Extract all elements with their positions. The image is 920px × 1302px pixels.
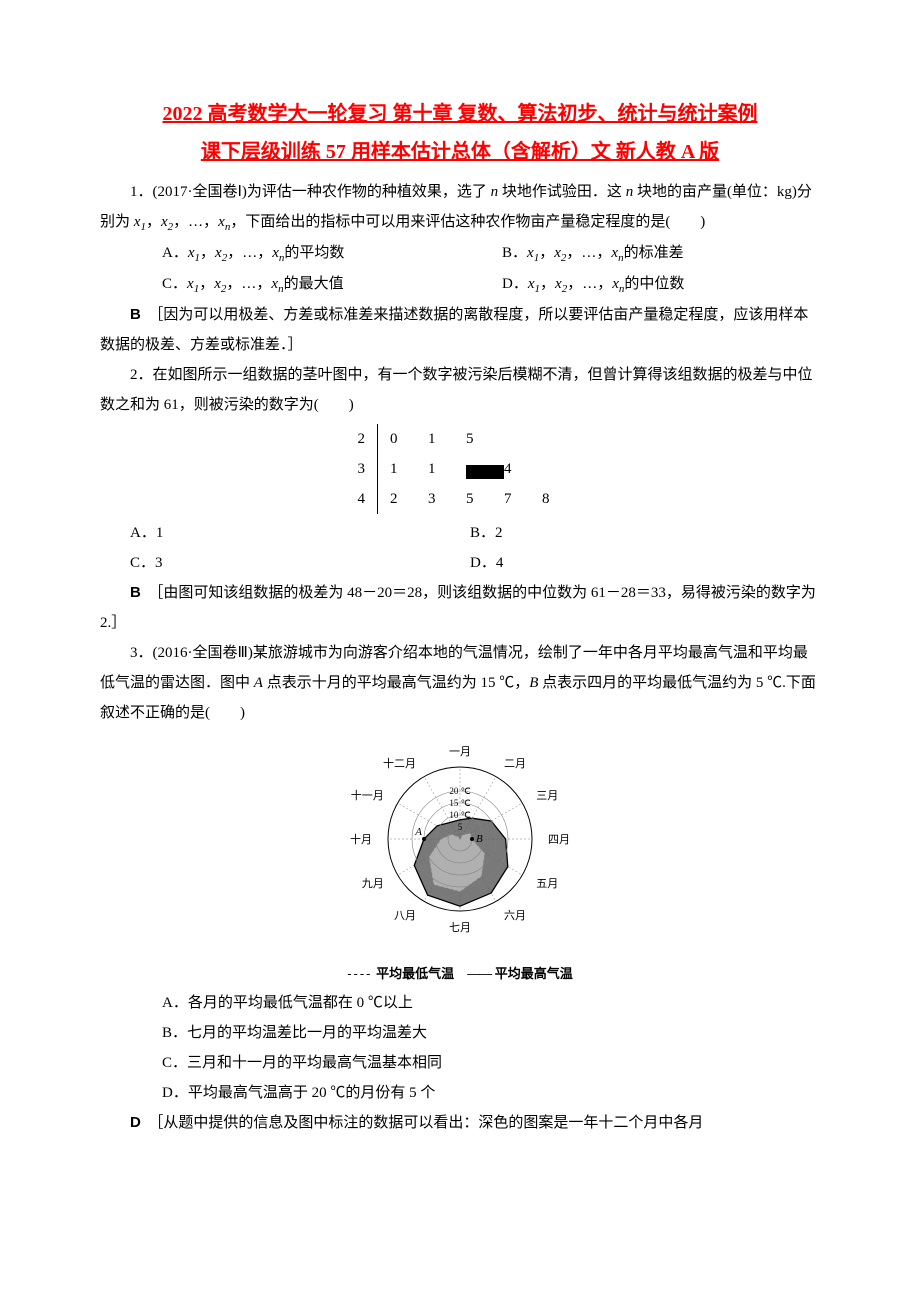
svg-text:10 ℃: 10 ℃ xyxy=(449,810,470,820)
title-line-2: 课下层级训练 57 用样本估计总体（含解析）文 新人教 A 版 xyxy=(100,133,820,171)
svg-text:一月: 一月 xyxy=(449,746,471,758)
svg-text:八月: 八月 xyxy=(394,910,416,922)
svg-text:九月: 九月 xyxy=(362,877,384,890)
svg-text:十一月: 十一月 xyxy=(351,788,384,802)
radar-chart: 5 10 ℃ 15 ℃ 20 ℃ 一月二月三月四月五月六月七月 八月 九月 十月 十一月 十二月 A… xyxy=(100,734,820,982)
svg-text:六月: 六月 xyxy=(504,909,526,922)
svg-text:五月: 五月 xyxy=(536,878,558,890)
stem-leaf-plot: 20153114423578 xyxy=(335,424,585,514)
q3-answer: D ［从题中提供的信息及图中标注的数据可以看出：深色的图案是一年十二个月中各月 xyxy=(100,1108,820,1138)
q2-answer: B ［由图可知该组数据的极差为 48－20＝28，则该组数据的中位数为 61－2… xyxy=(100,578,820,638)
svg-text:三月: 三月 xyxy=(536,790,558,802)
q1-stem: 1．(2017·全国卷Ⅰ)为评估一种农作物的种植效果，选了 n 块地作试验田．这… xyxy=(100,177,820,238)
title-line-1: 2022 高考数学大一轮复习 第十章 复数、算法初步、统计与统计案例 xyxy=(100,95,820,133)
svg-text:15 ℃: 15 ℃ xyxy=(449,798,470,808)
q3-stem: 3．(2016·全国卷Ⅲ)某旅游城市为向游客介绍本地的气温情况，绘制了一年中各月… xyxy=(100,638,820,728)
svg-text:十月: 十月 xyxy=(350,832,372,846)
q2-option-c: C．3 xyxy=(100,548,470,578)
q3-option-c: C．三月和十一月的平均最高气温基本相同 xyxy=(100,1048,820,1078)
q1-option-a: A．x1，x2，…，xn的平均数 xyxy=(100,238,502,269)
svg-text:20 ℃: 20 ℃ xyxy=(449,786,470,796)
q3-option-a: A．各月的平均最低气温都在 0 ℃以上 xyxy=(100,988,820,1018)
q2-option-d: D．4 xyxy=(470,548,820,578)
svg-text:十二月: 十二月 xyxy=(383,756,416,770)
svg-text:二月: 二月 xyxy=(504,758,526,770)
q2-option-b: B．2 xyxy=(470,518,820,548)
q2-option-a: A．1 xyxy=(100,518,470,548)
q2-stem: 2．在如图所示一组数据的茎叶图中，有一个数字被污染后模糊不清，但曾计算得该组数据… xyxy=(100,360,820,420)
svg-text:B: B xyxy=(476,833,483,845)
svg-text:四月: 四月 xyxy=(548,834,570,846)
q3-option-d: D．平均最高气温高于 20 ℃的月份有 5 个 xyxy=(100,1078,820,1108)
q1-answer: B ［因为可以用极差、方差或标准差来描述数据的离散程度，所以要评估亩产量稳定程度… xyxy=(100,300,820,360)
q3-option-b: B．七月的平均温差比一月的平均温差大 xyxy=(100,1018,820,1048)
svg-text:5: 5 xyxy=(458,822,463,832)
svg-text:七月: 七月 xyxy=(449,921,471,934)
svg-text:A: A xyxy=(414,826,422,838)
q1-option-c: C．x1，x2，…，xn的最大值 xyxy=(100,269,502,300)
q1-option-d: D．x1，x2，…，xn的中位数 xyxy=(502,269,820,300)
smudge-icon xyxy=(466,465,504,479)
q1-option-b: B．x1，x2，…，xn的标准差 xyxy=(502,238,820,269)
